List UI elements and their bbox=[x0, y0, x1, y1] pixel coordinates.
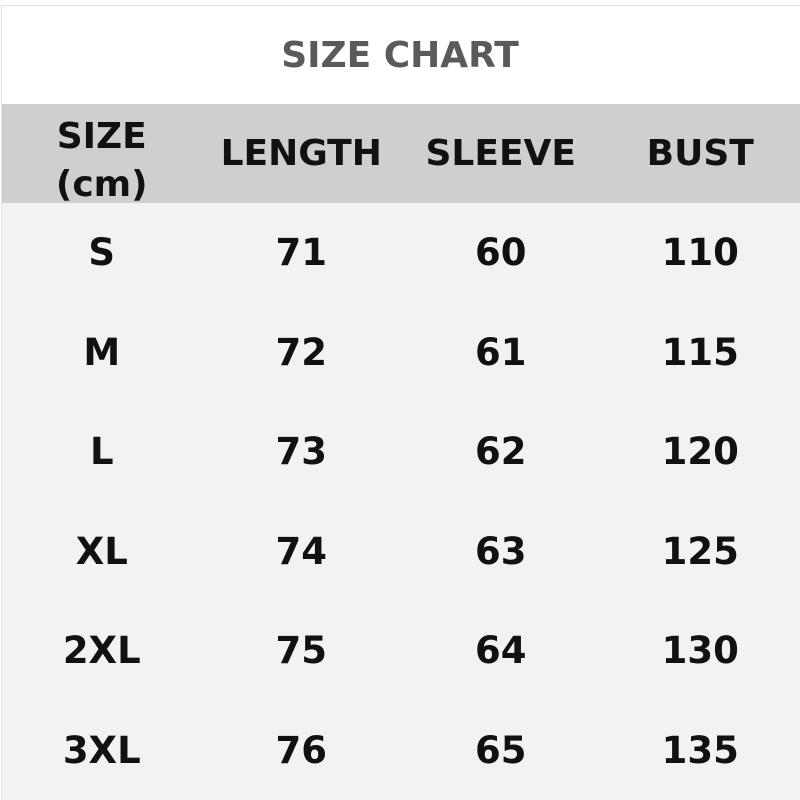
cell-bust: 130 bbox=[661, 629, 739, 673]
chart-title: SIZE CHART bbox=[281, 34, 519, 76]
cell-size: S bbox=[88, 231, 116, 275]
table-row: S 71 60 110 bbox=[2, 203, 800, 303]
cell-length: 72 bbox=[275, 330, 328, 374]
cell-sleeve: 64 bbox=[475, 629, 527, 673]
cell-length: 73 bbox=[275, 430, 328, 474]
table-row: M 72 61 115 bbox=[2, 303, 800, 403]
cell-sleeve: 61 bbox=[475, 330, 527, 374]
cell-size: M bbox=[83, 330, 121, 374]
cell-length: 71 bbox=[275, 231, 328, 275]
header-size: SIZE (cm) bbox=[2, 104, 202, 204]
cell-bust: 110 bbox=[661, 231, 739, 275]
cell-sleeve: 60 bbox=[475, 231, 527, 275]
header-unit-label: (cm) bbox=[55, 163, 148, 204]
table-row: XL 74 63 125 bbox=[2, 502, 800, 602]
header-size-label: SIZE bbox=[56, 115, 147, 157]
cell-bust: 125 bbox=[661, 529, 739, 573]
cell-bust: 115 bbox=[661, 330, 739, 374]
table-row: L 73 62 120 bbox=[2, 402, 800, 502]
cell-size: 3XL bbox=[62, 728, 141, 772]
cell-sleeve: 65 bbox=[475, 728, 527, 772]
cell-length: 76 bbox=[275, 728, 328, 772]
header-bust: BUST bbox=[646, 132, 754, 174]
cell-length: 74 bbox=[275, 529, 328, 573]
table-row: 2XL 75 64 130 bbox=[2, 601, 800, 701]
table-body: S 71 60 110 M 72 61 115 L 73 62 120 XL 74 63 125 2XL 75 64… bbox=[2, 203, 800, 800]
header-sleeve: SLEEVE bbox=[425, 132, 576, 174]
cell-bust: 135 bbox=[661, 728, 739, 772]
table-header: SIZE (cm) LENGTH SLEEVE BUST bbox=[2, 104, 800, 203]
cell-length: 75 bbox=[275, 629, 328, 673]
cell-sleeve: 62 bbox=[475, 430, 527, 474]
table-frame bbox=[1, 5, 800, 800]
cell-bust: 120 bbox=[661, 430, 739, 474]
cell-size: XL bbox=[75, 529, 128, 573]
cell-size: L bbox=[89, 430, 114, 474]
table-row: 3XL 76 65 135 bbox=[2, 701, 800, 800]
header-length: LENGTH bbox=[220, 132, 382, 174]
cell-sleeve: 63 bbox=[475, 529, 527, 573]
cell-size: 2XL bbox=[62, 629, 141, 673]
